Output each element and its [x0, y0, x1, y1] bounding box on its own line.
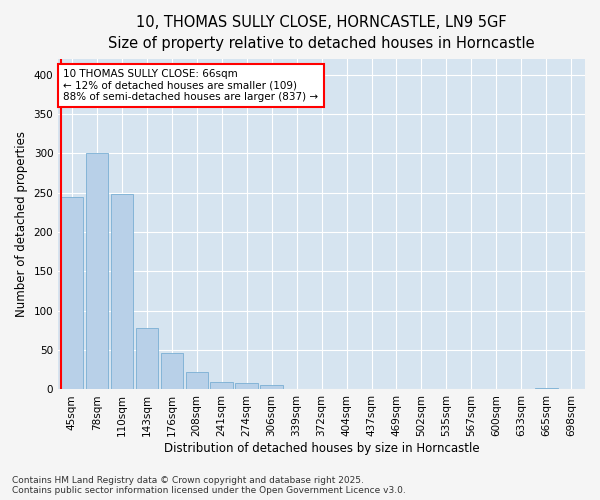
Bar — [161, 354, 183, 390]
Y-axis label: Number of detached properties: Number of detached properties — [15, 132, 28, 318]
X-axis label: Distribution of detached houses by size in Horncastle: Distribution of detached houses by size … — [164, 442, 479, 455]
Bar — [61, 197, 83, 390]
Bar — [110, 194, 133, 390]
Text: Contains HM Land Registry data © Crown copyright and database right 2025.
Contai: Contains HM Land Registry data © Crown c… — [12, 476, 406, 495]
Text: 10 THOMAS SULLY CLOSE: 66sqm
← 12% of detached houses are smaller (109)
88% of s: 10 THOMAS SULLY CLOSE: 66sqm ← 12% of de… — [64, 69, 319, 102]
Bar — [211, 382, 233, 390]
Bar — [535, 388, 557, 390]
Bar — [260, 384, 283, 390]
Bar — [235, 383, 258, 390]
Title: 10, THOMAS SULLY CLOSE, HORNCASTLE, LN9 5GF
Size of property relative to detache: 10, THOMAS SULLY CLOSE, HORNCASTLE, LN9 … — [108, 15, 535, 51]
Bar — [136, 328, 158, 390]
Bar — [86, 154, 108, 390]
Bar — [185, 372, 208, 390]
